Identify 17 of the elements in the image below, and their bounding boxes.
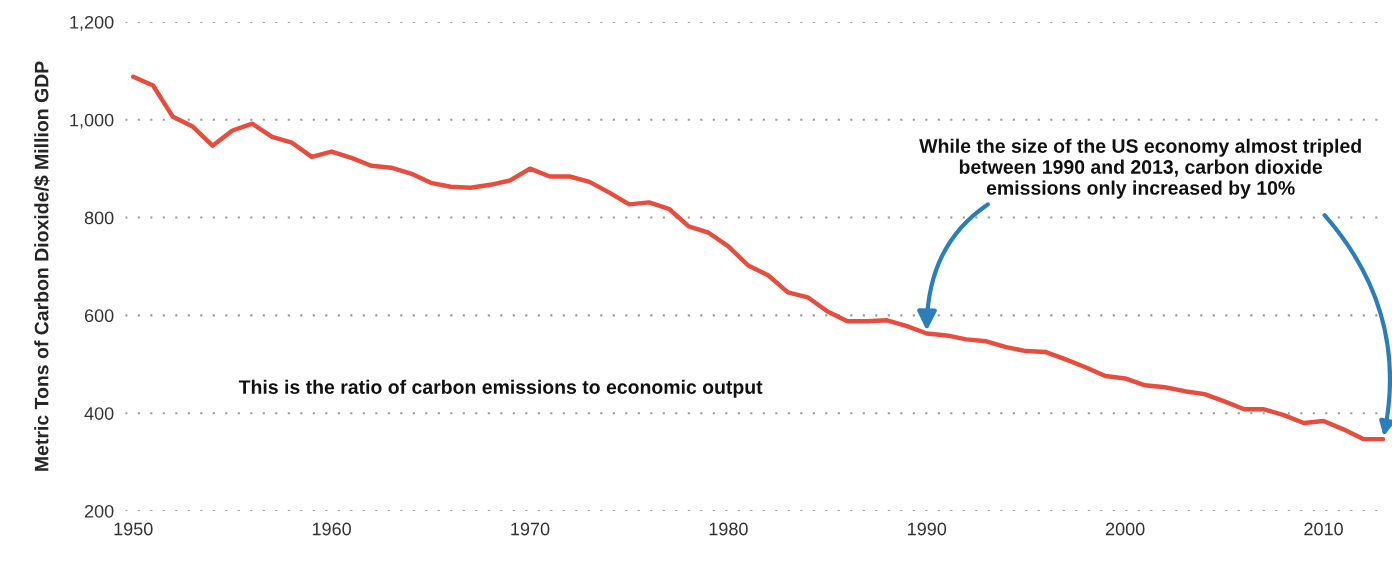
y-tick-label: 1,200 [70, 15, 114, 31]
x-tick-label: 2010 [1304, 522, 1343, 536]
y-tick-label: 400 [84, 407, 114, 420]
x-tick-label: 1970 [511, 522, 550, 536]
x-tick-label: 1960 [312, 522, 351, 536]
x-tick-label: 1990 [908, 522, 947, 536]
y-axis-title: Metric Tons of Carbon Dioxide/$ Million GDP [33, 61, 50, 471]
annotation: This is the ratio of carbon emissions to economic output [238, 379, 763, 398]
y-tick-label: 800 [84, 211, 114, 225]
x-tick-label: 1980 [709, 522, 748, 536]
y-tick-label: 200 [84, 504, 114, 518]
y-tick-label: 600 [84, 309, 114, 323]
x-tick-label: 1950 [114, 522, 153, 536]
x-tick-label: 2000 [1105, 522, 1145, 536]
line-series [131, 74, 1386, 442]
annotation: While the size of the US economy almost tripled between 1990 and 2013, carbon dioxide emissions only increased by 10% [919, 138, 1361, 199]
y-tick-label: 1,000 [70, 113, 114, 129]
